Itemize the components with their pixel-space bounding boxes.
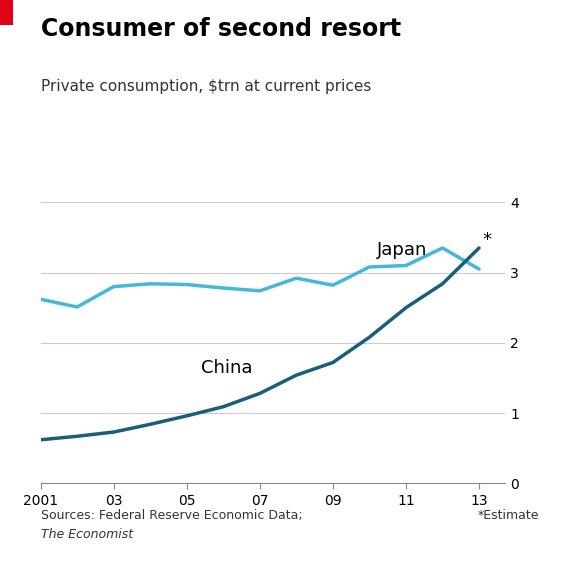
Text: Private consumption, $trn at current prices: Private consumption, $trn at current pri… [41, 79, 371, 94]
Text: The Economist: The Economist [41, 528, 133, 541]
Text: Sources: Federal Reserve Economic Data;: Sources: Federal Reserve Economic Data; [41, 509, 302, 522]
Text: Japan: Japan [377, 241, 427, 259]
Text: Consumer of second resort: Consumer of second resort [41, 17, 401, 41]
Text: *: * [483, 231, 492, 250]
Text: China: China [201, 359, 253, 377]
Text: *Estimate: *Estimate [478, 509, 539, 522]
